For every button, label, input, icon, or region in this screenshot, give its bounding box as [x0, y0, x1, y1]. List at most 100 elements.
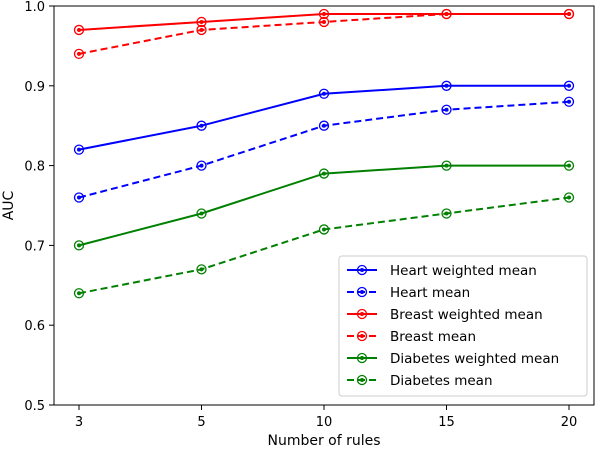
data-point-center: [199, 163, 204, 168]
x-tick-label: 20: [561, 415, 578, 430]
data-point: [563, 192, 575, 203]
data-point-center: [322, 11, 326, 16]
data-point: [318, 16, 330, 28]
legend-marker-center: [360, 378, 364, 382]
legend-marker-center: [360, 268, 364, 272]
data-point: [196, 160, 207, 171]
series-layer: [73, 8, 575, 299]
data-point: [73, 144, 85, 155]
legend-label: Heart mean: [390, 285, 470, 301]
data-point: [563, 80, 575, 91]
data-point: [318, 224, 330, 235]
data-point-center: [77, 51, 81, 56]
y-tick-label: 0.6: [24, 319, 45, 334]
x-tick-label: 15: [438, 415, 455, 430]
data-point-center: [322, 227, 326, 232]
data-point: [563, 8, 575, 20]
y-tick-label: 0.7: [24, 239, 45, 254]
data-point: [318, 120, 330, 131]
data-point: [318, 8, 330, 20]
series-line: [78, 100, 570, 199]
legend-marker-center: [360, 356, 364, 360]
data-point: [196, 264, 207, 275]
data-point-center: [444, 211, 449, 216]
data-point: [441, 104, 452, 115]
x-axis-ticks: 3 5 10 15 20: [75, 405, 577, 430]
legend-box: [338, 255, 588, 397]
x-tick-label: 10: [316, 415, 333, 430]
data-point-center: [567, 195, 571, 200]
data-point-center: [199, 267, 204, 272]
data-point-center: [444, 83, 449, 88]
data-point-center: [567, 11, 571, 16]
data-point: [73, 240, 85, 251]
data-point-center: [199, 123, 204, 128]
legend-marker: [356, 374, 368, 386]
data-point-center: [444, 107, 449, 112]
legend-item: Heart weighted mean: [347, 263, 537, 279]
y-tick-label: 0.9: [24, 80, 45, 95]
data-point-center: [322, 91, 326, 96]
series-heart-weighted-mean: [73, 80, 575, 155]
legend-item: Breast mean: [347, 329, 476, 345]
y-tick-label: 0.5: [24, 399, 45, 414]
legend-marker: [356, 308, 368, 320]
data-point-center: [77, 27, 81, 32]
data-point-center: [444, 163, 449, 168]
data-point-center: [322, 171, 326, 176]
data-point-center: [567, 99, 571, 104]
series-breast-mean: [73, 8, 575, 60]
data-point-center: [77, 243, 81, 248]
data-point: [318, 168, 330, 179]
data-point-center: [77, 195, 81, 200]
data-point-center: [444, 11, 449, 16]
data-point-center: [567, 163, 571, 168]
data-point-center: [77, 291, 81, 296]
y-tick-label: 0.8: [24, 160, 45, 175]
data-point: [441, 80, 452, 91]
legend-label: Diabetes mean: [390, 373, 493, 389]
data-point: [563, 96, 575, 107]
data-point-center: [199, 19, 204, 24]
legend-marker-center: [360, 290, 364, 294]
y-tick-label: 1.0: [24, 0, 45, 15]
legend-marker: [356, 264, 368, 276]
data-point: [441, 208, 452, 219]
data-point: [441, 160, 452, 171]
data-point: [196, 24, 207, 36]
legend-marker: [356, 352, 368, 364]
series-heart-mean: [73, 96, 575, 203]
legend-marker: [356, 330, 368, 342]
y-axis-label: AUC: [1, 190, 17, 220]
legend-label: Breast mean: [390, 329, 476, 345]
legend-label: Breast weighted mean: [390, 307, 543, 323]
y-axis-ticks: 0.5 0.6 0.7 0.8 0.9 1.0: [24, 0, 54, 414]
data-point-center: [199, 27, 204, 32]
data-point: [441, 8, 452, 20]
data-point-center: [322, 123, 326, 128]
data-point: [196, 120, 207, 131]
data-point: [563, 160, 575, 171]
legend-item: Diabetes mean: [347, 373, 493, 389]
data-point-center: [199, 211, 204, 216]
series-diabetes-mean: [73, 192, 575, 299]
data-point: [196, 208, 207, 219]
data-point-center: [77, 147, 81, 152]
x-axis-label: Number of rules: [267, 433, 380, 446]
x-tick-label: 5: [197, 415, 205, 430]
x-tick-label: 3: [75, 415, 83, 430]
legend-label: Diabetes weighted mean: [390, 351, 559, 367]
data-point-center: [322, 19, 326, 24]
legend-marker-center: [360, 334, 364, 338]
data-point-center: [567, 83, 571, 88]
data-point: [73, 48, 85, 60]
data-point: [73, 192, 85, 203]
legend-label: Heart weighted mean: [390, 263, 537, 279]
legend-item: Breast weighted mean: [347, 307, 543, 323]
legend-marker: [356, 286, 368, 298]
legend-item: Heart mean: [347, 285, 470, 301]
series-diabetes-weighted-mean: [73, 160, 575, 251]
legend: Heart weighted mean Heart mean Breast weig…: [338, 255, 588, 397]
